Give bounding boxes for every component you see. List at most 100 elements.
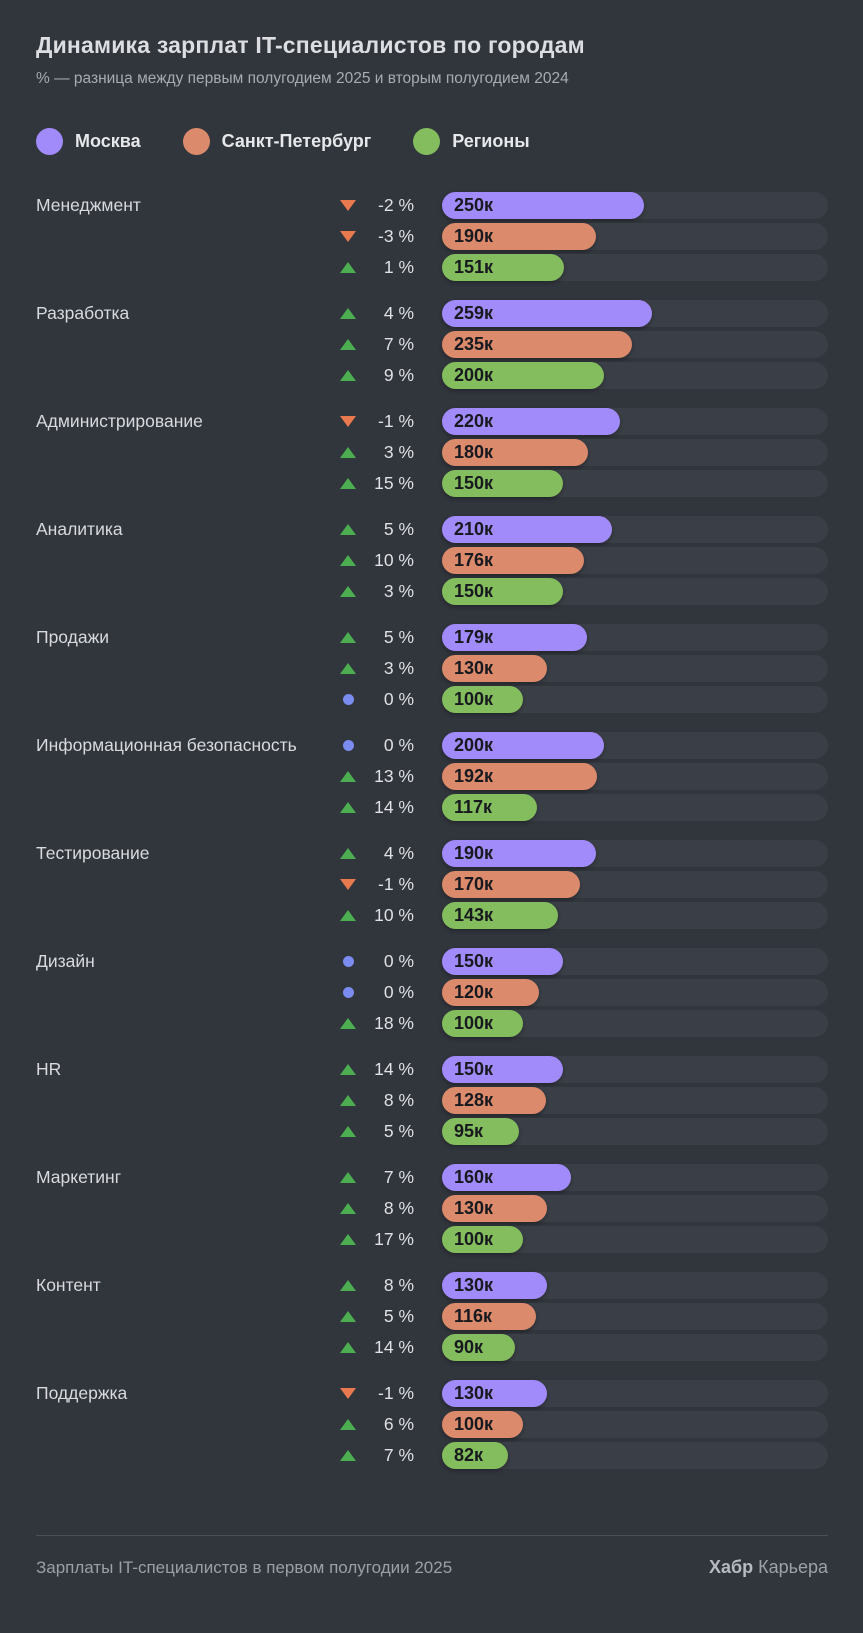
bar-track: 100к — [442, 1009, 828, 1037]
bar-track: 130к — [442, 654, 828, 682]
change-up-icon — [330, 585, 366, 597]
bar-value-label: 117к — [454, 796, 493, 817]
bar-track: 117к — [442, 793, 828, 821]
bar-track: 116к — [442, 1302, 828, 1330]
bar-row: Разработка 4 % 259к — [36, 299, 828, 327]
change-percent: -2 % — [378, 194, 414, 215]
bar-track: 82к — [442, 1441, 828, 1469]
triangle-up-icon — [340, 662, 356, 674]
change-up-icon — [330, 662, 366, 674]
triangle-down-icon — [340, 1387, 356, 1399]
bar-row: Администрирование -1 % 220к — [36, 407, 828, 435]
bar-track: 200к — [442, 361, 828, 389]
bar-row: 14 % 117к — [36, 793, 828, 821]
bar-row: 10 % 143к — [36, 901, 828, 929]
bar-row: 3 % 130к — [36, 654, 828, 682]
triangle-up-icon — [340, 585, 356, 597]
bar-value-label: 190к — [454, 225, 494, 246]
bar-row: HR 14 % 150к — [36, 1055, 828, 1083]
change-up-icon — [330, 307, 366, 319]
change-percent: 10 % — [374, 549, 414, 570]
change-up-icon — [330, 770, 366, 782]
category-label: Тестирование — [36, 842, 150, 863]
triangle-up-icon — [340, 909, 356, 921]
bar-moscow: 200к — [442, 731, 604, 759]
legend-label-moscow: Москва — [75, 130, 141, 151]
change-percent: 9 % — [383, 364, 414, 385]
bar-row: 7 % 82к — [36, 1441, 828, 1469]
bar-value-label: 130к — [454, 657, 494, 678]
page-title: Динамика зарплат IT-специалистов по горо… — [36, 32, 585, 58]
change-percent: -1 % — [378, 410, 414, 431]
bar-value-label: 179к — [454, 626, 494, 647]
bar-value-label: 200к — [454, 364, 494, 385]
change-percent: 3 % — [383, 441, 414, 462]
bar-row: 3 % 150к — [36, 577, 828, 605]
bar-track: 143к — [442, 901, 828, 929]
bar-row: Дизайн 0 % 150к — [36, 947, 828, 975]
change-up-icon — [330, 1418, 366, 1430]
bar-group: Администрирование -1 % 220к 3 % 180к 15 % 150к — [36, 407, 828, 497]
triangle-up-icon — [340, 801, 356, 813]
change-up-icon — [330, 1233, 366, 1245]
change-percent: 3 % — [383, 657, 414, 678]
bar-track: 150к — [442, 469, 828, 497]
change-up-icon — [330, 477, 366, 489]
legend-item-moscow: Москва — [36, 127, 141, 155]
bar-row: 14 % 90к — [36, 1333, 828, 1361]
bar-value-label: 130к — [454, 1197, 494, 1218]
regions-dot-icon — [413, 127, 441, 155]
bar-regions: 100к — [442, 685, 523, 713]
triangle-up-icon — [340, 1202, 356, 1214]
spb-dot-icon — [182, 127, 210, 155]
bar-group: HR 14 % 150к 8 % 128к 5 % 95к — [36, 1055, 828, 1145]
bar-value-label: 170к — [454, 873, 494, 894]
bar-moscow: 250к — [442, 191, 645, 219]
bar-track: 100к — [442, 1225, 828, 1253]
bar-row: 13 % 192к — [36, 762, 828, 790]
change-up-icon — [330, 1449, 366, 1461]
salary-bar-chart: Менеджмент -2 % 250к -3 % 190к 1 % 151к Разрабо… — [36, 191, 828, 1469]
change-down-icon — [330, 1387, 366, 1399]
change-percent: 8 % — [383, 1089, 414, 1110]
bar-row: 8 % 128к — [36, 1086, 828, 1114]
change-zero-icon — [330, 739, 366, 751]
bar-track: 176к — [442, 546, 828, 574]
change-percent: 14 % — [374, 796, 414, 817]
triangle-up-icon — [340, 770, 356, 782]
triangle-up-icon — [340, 261, 356, 273]
infographic-page: Динамика зарплат IT-специалистов по горо… — [0, 32, 863, 1578]
bar-value-label: 100к — [454, 1413, 494, 1434]
bar-row: 3 % 180к — [36, 438, 828, 466]
category-label: Продажи — [36, 626, 110, 647]
bar-track: 210к — [442, 515, 828, 543]
bar-row: Поддержка -1 % 130к — [36, 1379, 828, 1407]
triangle-up-icon — [340, 1341, 356, 1353]
category-label: Контент — [36, 1274, 101, 1295]
bar-row: Продажи 5 % 179к — [36, 623, 828, 651]
change-up-icon — [330, 1341, 366, 1353]
change-percent: 0 % — [383, 950, 414, 971]
change-percent: 8 % — [383, 1274, 414, 1295]
legend-item-spb: Санкт-Петербург — [182, 127, 371, 155]
bar-regions: 100к — [442, 1009, 523, 1037]
triangle-up-icon — [340, 338, 356, 350]
triangle-up-icon — [340, 1094, 356, 1106]
triangle-down-icon — [340, 878, 356, 890]
bar-group: Продажи 5 % 179к 3 % 130к 0 % 100к — [36, 623, 828, 713]
bar-value-label: 190к — [454, 842, 494, 863]
change-percent: 13 % — [374, 765, 414, 786]
bar-row: Менеджмент -2 % 250к — [36, 191, 828, 219]
bar-value-label: 130к — [454, 1382, 494, 1403]
bar-value-label: 210к — [454, 518, 494, 539]
change-percent: 3 % — [383, 580, 414, 601]
bar-value-label: 150к — [454, 580, 494, 601]
bar-track: 200к — [442, 731, 828, 759]
category-label: HR — [36, 1058, 62, 1079]
bar-value-label: 128к — [454, 1089, 494, 1110]
bar-spb: 235к — [442, 330, 633, 358]
bar-value-label: 200к — [454, 734, 494, 755]
change-up-icon — [330, 1310, 366, 1322]
change-percent: 15 % — [374, 472, 414, 493]
bar-regions: 151к — [442, 253, 565, 281]
